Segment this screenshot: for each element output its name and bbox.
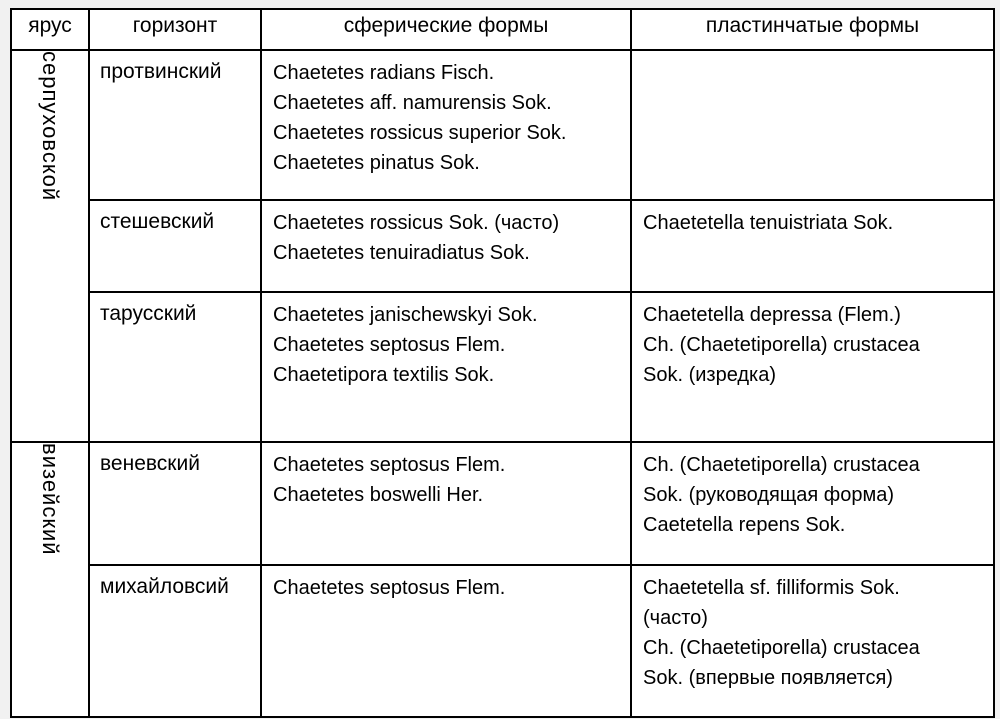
lamellar-forms-mikhaylovsky: Chaetetella sf. filliformis Sok. (часто)… xyxy=(630,564,995,718)
table-row-tarussky: тарусский Chaetetes janischewskyi Sok. C… xyxy=(11,291,995,443)
stage-label-serpukhovskoy: серпуховской xyxy=(38,51,63,202)
horizon-cell-mikhaylovsky: михайловсий xyxy=(88,564,262,718)
table-row-protvinsky: серпуховской протвинский Chaetetes radia… xyxy=(10,49,995,443)
stratigraphy-table: ярус горизонт сферические формы пластинч… xyxy=(10,8,995,718)
spherical-forms-tarussky: Chaetetes janischewskyi Sok. Chaetetes s… xyxy=(260,291,632,443)
horizon-cell-protvinsky: протвинский xyxy=(88,49,262,201)
lamellar-forms-venevsky: Ch. (Chaetetiporella) crustacea Sok. (ру… xyxy=(630,441,995,566)
table-row-venevsky: визейский веневский Chaetetes septosus F… xyxy=(10,441,995,718)
lamellar-forms-protvinsky xyxy=(630,49,995,201)
header-row: ярус горизонт сферические формы пластинч… xyxy=(10,8,995,51)
horizon-cell-tarussky: тарусский xyxy=(88,291,262,443)
horizon-cell-steshevsky: стешевский xyxy=(88,199,262,293)
stage-cell-vizeysky: визейский xyxy=(10,441,90,718)
col-header-lamellar-forms: пластинчатые формы xyxy=(630,8,995,51)
stage-label-vizeysky: визейский xyxy=(38,443,63,556)
lamellar-forms-tarussky: Chaetetella depressa (Flem.) Ch. (Chaete… xyxy=(630,291,995,443)
col-header-horizon: горизонт xyxy=(88,8,262,51)
lamellar-forms-steshevsky: Chaetetella tenuistriata Sok. xyxy=(630,199,995,293)
table-row-steshevsky: стешевский Chaetetes rossicus Sok. (част… xyxy=(11,199,995,293)
spherical-forms-steshevsky: Chaetetes rossicus Sok. (часто) Chaetete… xyxy=(260,199,632,293)
col-header-stage: ярус xyxy=(10,8,90,51)
stage-cell-serpukhovskoy: серпуховской xyxy=(10,49,90,443)
table-row-mikhaylovsky: михайловсий Chaetetes septosus Flem. Cha… xyxy=(11,564,995,718)
col-header-spherical-forms: сферические формы xyxy=(260,8,632,51)
spherical-forms-mikhaylovsky: Chaetetes septosus Flem. xyxy=(260,564,632,718)
horizon-cell-venevsky: веневский xyxy=(88,441,262,566)
spherical-forms-protvinsky: Chaetetes radians Fisch. Chaetetes aff. … xyxy=(260,49,632,201)
spherical-forms-venevsky: Chaetetes septosus Flem. Chaetetes boswe… xyxy=(260,441,632,566)
